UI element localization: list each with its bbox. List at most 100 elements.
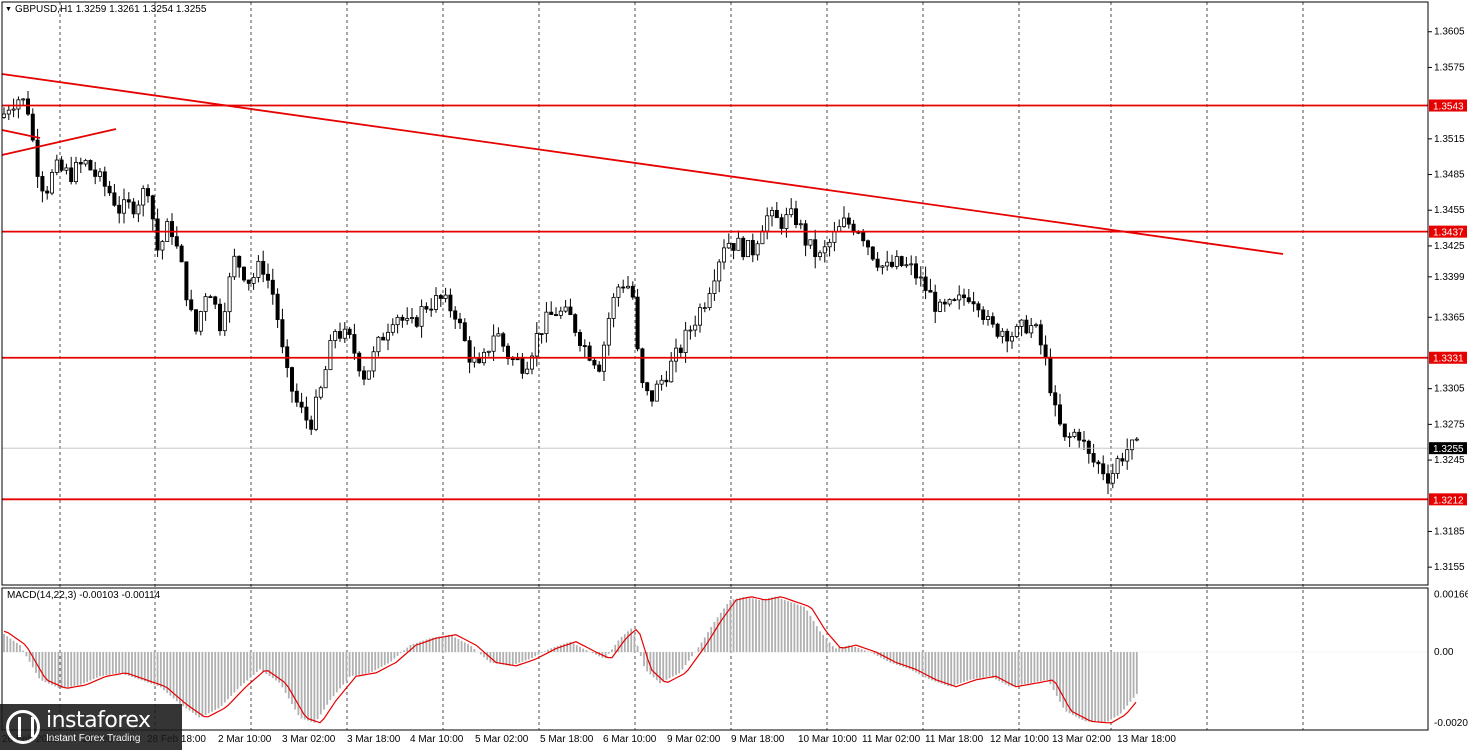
candle-body [342,328,347,339]
trend-lines[interactable] [1,73,1284,255]
candle [1115,455,1120,479]
candle-body [573,314,578,333]
candle [352,323,357,360]
candle-body [611,296,616,319]
candle [347,327,352,339]
candle [952,297,957,302]
candle [1130,439,1135,460]
candle [409,307,414,324]
candle-body [107,185,112,194]
candle [366,370,371,380]
price-tick-label: 1.3455 [1434,205,1465,216]
candle-body [971,301,976,305]
candle-body [457,318,462,324]
macd-pane [2,596,1428,724]
candle [698,303,703,333]
candle [808,239,813,249]
candle-body [208,296,213,299]
candle-body [1000,330,1005,337]
candle [683,321,688,363]
chart-header: ▼ GBPUSD,H1 1.3259 1.3261 1.3254 1.3255 [5,4,206,15]
candle [400,314,405,328]
candle [6,104,11,121]
grid [59,2,1304,730]
candle [150,194,155,231]
candle [1019,319,1024,337]
candle [616,284,621,307]
candle-body [597,364,602,372]
candle-body [126,199,131,203]
candle-body [813,239,818,257]
candle-body [11,108,16,111]
candle-body [443,294,448,299]
candle-body [64,167,69,171]
candle [16,96,21,119]
candle-body [645,382,650,392]
candle [486,350,491,357]
candle [414,315,419,328]
candle [981,306,986,325]
candle [385,323,390,351]
time-label: 5 Mar 18:00 [540,734,594,745]
candle [678,344,683,358]
main-pane-frame [1,1,1429,586]
candle-body [150,195,155,220]
candle-body [890,261,895,267]
candle [702,302,707,313]
candle-body [333,331,338,341]
candle-body [217,303,222,332]
candle-body [962,294,967,299]
candle-body [318,387,323,398]
candle-body [750,239,755,256]
horizontal-levels[interactable]: 1.3543 1.3437 1.3331 1.3212 1.3255 [2,99,1467,507]
candle [1082,430,1087,450]
candle [160,240,165,260]
candle-body [189,299,194,311]
candle [635,288,640,352]
candle-body [909,263,914,266]
candle [438,293,443,307]
time-label: 13 Mar 02:00 [1052,734,1111,745]
candle-body [1110,473,1115,484]
candle-body [1019,319,1024,327]
candle [390,318,395,336]
candle-body [1082,439,1087,442]
candle-body [1115,458,1120,474]
candle-body [448,294,453,312]
level-price-label: 1.3212 [1433,495,1464,506]
candle [995,322,1000,339]
candle-body [530,355,535,370]
time-label: 3 Mar 02:00 [282,734,336,745]
candle-body [592,359,597,366]
candle-body [323,369,328,389]
candle [976,301,981,318]
candle [294,383,299,407]
candle-body [640,348,645,384]
candle [938,298,943,313]
triangle-down-icon[interactable]: ▼ [5,6,12,13]
candle-body [770,209,775,217]
candle [1086,439,1091,464]
candle [11,98,16,118]
candle-body [6,109,11,115]
candle-body [179,245,184,263]
candle-body [746,239,751,258]
candle [227,272,232,323]
candle [323,365,328,389]
candle [573,313,578,337]
candle-body [381,336,386,341]
candle [606,312,611,356]
candle [1072,428,1077,439]
candle-body [698,307,703,326]
candle [654,380,659,402]
candle [813,229,818,269]
candle-body [424,306,429,310]
candle [707,287,712,311]
candle [866,239,871,256]
candle-body [40,176,45,192]
candle-body [232,255,237,278]
candle [122,188,127,224]
candle-body [544,311,549,335]
candle-body [885,261,890,267]
